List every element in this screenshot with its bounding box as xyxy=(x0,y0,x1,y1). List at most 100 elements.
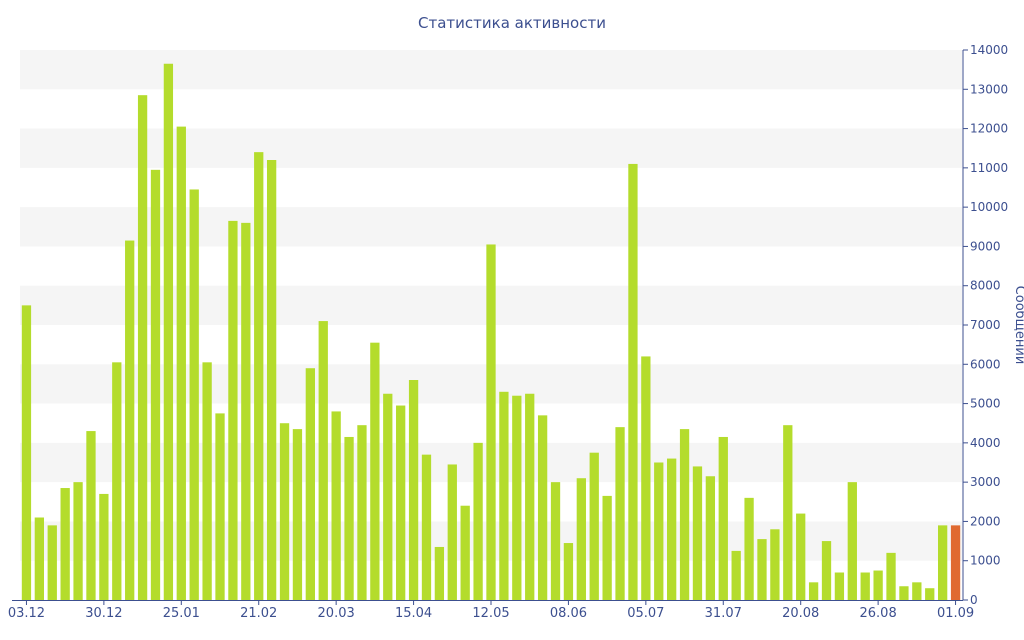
bar[interactable] xyxy=(280,423,289,600)
bar[interactable] xyxy=(409,380,418,600)
y-tick-label: 7000 xyxy=(970,318,1001,332)
bar[interactable] xyxy=(628,164,637,600)
bar[interactable] xyxy=(912,582,921,600)
bar[interactable] xyxy=(254,152,263,600)
grid-band xyxy=(20,207,962,246)
bar[interactable] xyxy=(202,362,211,600)
bar[interactable] xyxy=(73,482,82,600)
x-tick-label: 08.06 xyxy=(550,606,587,621)
x-tick-label: 30.12 xyxy=(85,606,122,621)
y-tick-label: 6000 xyxy=(970,357,1001,371)
bar[interactable] xyxy=(319,321,328,600)
y-tick-label: 2000 xyxy=(970,514,1001,528)
bar[interactable] xyxy=(48,525,57,600)
bar[interactable] xyxy=(654,463,663,601)
grid-band xyxy=(20,129,962,168)
bar[interactable] xyxy=(370,343,379,600)
y-tick-label: 3000 xyxy=(970,475,1001,489)
bar[interactable] xyxy=(177,127,186,600)
y-tick-label: 14000 xyxy=(970,43,1008,57)
bar[interactable] xyxy=(602,496,611,600)
bar[interactable] xyxy=(461,506,470,600)
bar[interactable] xyxy=(61,488,70,600)
y-tick-label: 12000 xyxy=(970,122,1008,136)
bar[interactable] xyxy=(448,464,457,600)
x-tick-label: 26.08 xyxy=(860,606,897,621)
bar[interactable] xyxy=(538,415,547,600)
bar[interactable] xyxy=(770,529,779,600)
bar[interactable] xyxy=(822,541,831,600)
y-tick-label: 1000 xyxy=(970,554,1001,568)
bar[interactable] xyxy=(357,425,366,600)
bar[interactable] xyxy=(719,437,728,600)
bar[interactable] xyxy=(835,573,844,601)
bar[interactable] xyxy=(512,396,521,600)
bar[interactable] xyxy=(473,443,482,600)
bar[interactable] xyxy=(744,498,753,600)
bar[interactable] xyxy=(228,221,237,600)
bar[interactable] xyxy=(332,411,341,600)
x-tick-label: 21.02 xyxy=(240,606,277,621)
y-tick-label: 0 xyxy=(970,593,978,607)
bar[interactable] xyxy=(809,582,818,600)
x-tick-label: 25.01 xyxy=(163,606,200,621)
bar[interactable] xyxy=(486,244,495,600)
bar[interactable] xyxy=(551,482,560,600)
bar[interactable] xyxy=(99,494,108,600)
bar[interactable] xyxy=(383,394,392,600)
bar[interactable] xyxy=(783,425,792,600)
bar[interactable] xyxy=(86,431,95,600)
bar[interactable] xyxy=(435,547,444,600)
bar[interactable] xyxy=(267,160,276,600)
y-axis: 0 1000 2000 3000 4000 5000 6000 7000 8000 9000 100… xyxy=(963,43,1008,607)
bar[interactable] xyxy=(241,223,250,600)
bar[interactable] xyxy=(886,553,895,600)
bar[interactable] xyxy=(151,170,160,600)
y-axis-label: Сообщений xyxy=(1012,286,1024,365)
bar[interactable] xyxy=(641,356,650,600)
bar[interactable] xyxy=(861,573,870,601)
bar[interactable] xyxy=(164,64,173,600)
x-tick-label: 20.08 xyxy=(782,606,819,621)
bar[interactable] xyxy=(590,453,599,600)
bar[interactable] xyxy=(564,543,573,600)
bar[interactable] xyxy=(925,588,934,600)
bar[interactable] xyxy=(796,514,805,600)
bar[interactable] xyxy=(525,394,534,600)
bar[interactable] xyxy=(344,437,353,600)
bar[interactable] xyxy=(396,406,405,600)
bar[interactable] xyxy=(577,478,586,600)
bar[interactable] xyxy=(190,189,199,600)
bar[interactable] xyxy=(112,362,121,600)
bar[interactable] xyxy=(757,539,766,600)
bar[interactable] xyxy=(938,525,947,600)
x-tick-label: 03.12 xyxy=(8,606,45,621)
y-tick-label: 9000 xyxy=(970,239,1001,253)
y-tick-label: 4000 xyxy=(970,436,1001,450)
x-tick-label: 05.07 xyxy=(627,606,664,621)
bar[interactable] xyxy=(306,368,315,600)
bar[interactable] xyxy=(615,427,624,600)
x-tick-label: 01.09 xyxy=(937,606,974,621)
bar[interactable] xyxy=(499,392,508,600)
y-tick-label: 5000 xyxy=(970,397,1001,411)
bar[interactable] xyxy=(899,586,908,600)
y-tick-label: 8000 xyxy=(970,279,1001,293)
bar[interactable] xyxy=(706,476,715,600)
x-axis: 03.12 30.12 25.01 21.02 20.03 15.04 12.05 08.06… xyxy=(8,600,974,621)
bar[interactable] xyxy=(693,466,702,600)
bar[interactable] xyxy=(138,95,147,600)
bar[interactable] xyxy=(215,413,224,600)
bar[interactable] xyxy=(680,429,689,600)
bar-current[interactable] xyxy=(951,525,960,600)
bar[interactable] xyxy=(35,518,44,601)
bar[interactable] xyxy=(22,305,31,600)
bar[interactable] xyxy=(293,429,302,600)
bar[interactable] xyxy=(125,241,134,600)
bar[interactable] xyxy=(422,455,431,600)
bar[interactable] xyxy=(873,571,882,600)
bar[interactable] xyxy=(848,482,857,600)
x-tick-label: 12.05 xyxy=(472,606,509,621)
bar[interactable] xyxy=(667,459,676,600)
bar[interactable] xyxy=(732,551,741,600)
